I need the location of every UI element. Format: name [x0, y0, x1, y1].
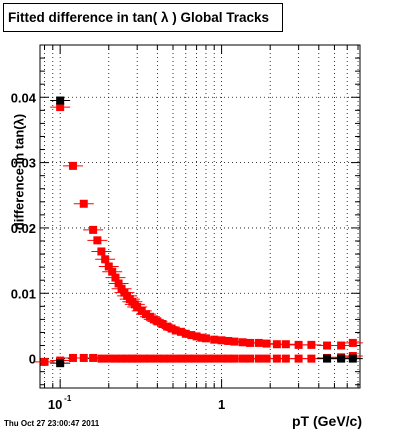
data-point [104, 262, 113, 271]
data-point [111, 273, 120, 282]
data-point [68, 161, 77, 170]
chart-title: Fitted difference in tan( λ ) Global Tra… [3, 3, 283, 32]
data-point [141, 310, 150, 319]
data-point [294, 354, 303, 363]
data-point [238, 338, 247, 347]
data-point [108, 267, 117, 276]
data-point [153, 317, 162, 326]
data-points [34, 96, 363, 368]
data-point [167, 324, 176, 333]
data-point [337, 354, 346, 363]
tick-labels: 0 0.01 0.02 0.03 0.04 10 -1 1 [11, 90, 226, 412]
data-point [137, 306, 146, 315]
timestamp: Thu Oct 27 23:00:47 2011 [4, 419, 100, 428]
x-axis-label: pT (GeV/c) [291, 413, 362, 429]
data-point [348, 354, 357, 363]
data-point [262, 339, 271, 348]
data-point [40, 357, 49, 366]
data-point [56, 96, 65, 105]
data-point [197, 333, 206, 342]
x-tick-label: 10 [48, 397, 62, 412]
data-point [323, 341, 332, 350]
data-point [181, 329, 190, 338]
data-point [217, 336, 226, 345]
plot-frame [39, 44, 361, 389]
data-point [210, 335, 219, 344]
data-point [114, 279, 123, 288]
data-point [323, 354, 332, 363]
data-point [89, 225, 98, 234]
data-point [176, 327, 185, 336]
data-point [294, 340, 303, 349]
data-point [307, 340, 316, 349]
data-point [93, 236, 102, 245]
data-point [163, 322, 172, 331]
data-point [307, 354, 316, 363]
data-point [101, 255, 110, 264]
data-point [79, 199, 88, 208]
data-point [201, 334, 210, 343]
x-tick-label: 1 [218, 397, 225, 412]
y-tick-label: 0.01 [11, 286, 36, 301]
y-tick-label: 0.04 [11, 90, 37, 105]
data-point [348, 338, 357, 347]
data-point [254, 338, 263, 347]
data-point [224, 336, 233, 345]
data-point [187, 331, 196, 340]
data-point [171, 326, 180, 335]
x-tick-label-exponent: -1 [64, 394, 72, 403]
data-point [97, 247, 106, 256]
data-point [281, 354, 290, 363]
y-axis-label: difference in tan(λ) [11, 113, 27, 231]
data-point [89, 353, 98, 362]
data-point [158, 319, 167, 328]
data-point [262, 354, 271, 363]
y-tick-label: 0.03 [11, 156, 36, 171]
data-point [192, 332, 201, 341]
y-tick-label: 0 [29, 352, 36, 367]
data-point [337, 341, 346, 350]
y-tick-label: 0.02 [11, 221, 36, 236]
data-point [68, 353, 77, 362]
data-point [230, 337, 239, 346]
data-point [133, 302, 142, 311]
data-point [56, 103, 65, 112]
data-point [56, 359, 65, 368]
data-point [281, 340, 290, 349]
